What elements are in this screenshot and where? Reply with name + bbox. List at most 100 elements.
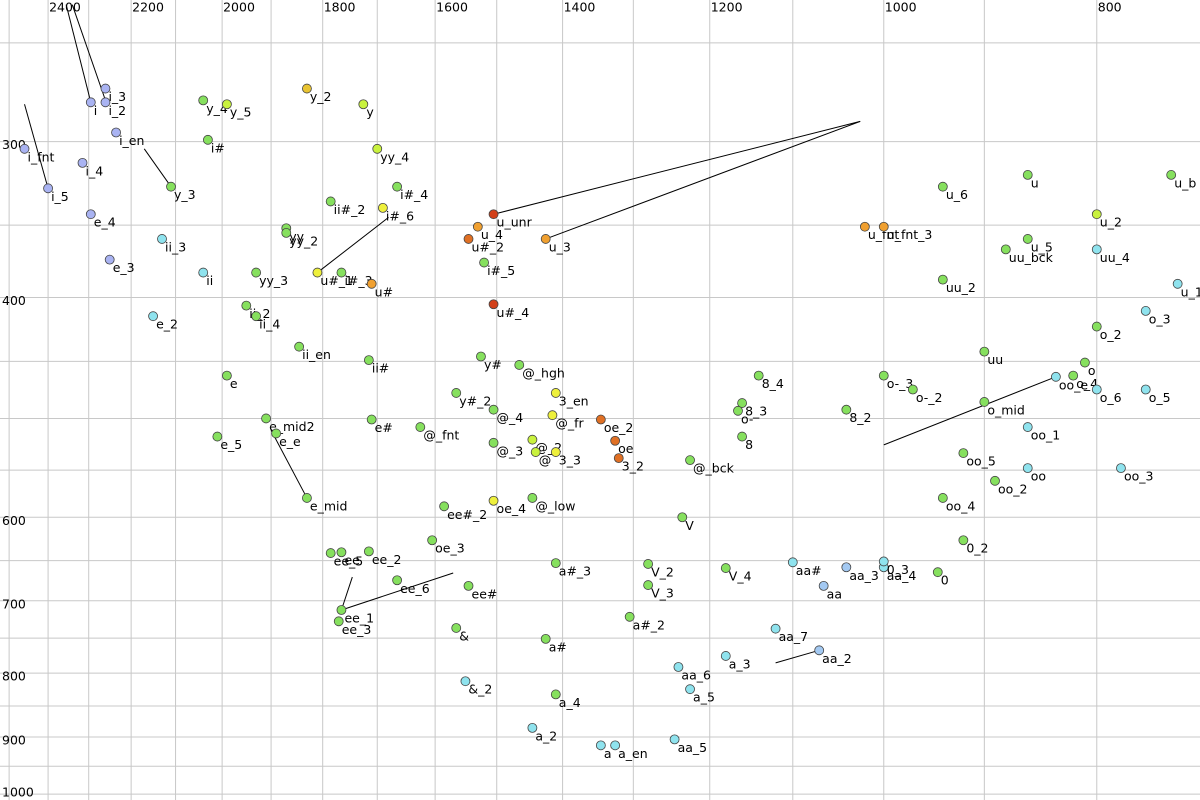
vowel-point: [937, 274, 948, 285]
vowel-point: [859, 221, 870, 232]
vowel-point: [366, 278, 377, 289]
vowel-point: [100, 97, 111, 108]
vowel-point: [550, 689, 561, 700]
vowel-point: [613, 453, 624, 464]
vowel-label: yy_4: [380, 149, 409, 164]
vowel-label: @_3: [497, 443, 524, 458]
vowel-label: V_3: [651, 586, 674, 601]
vowel-label: i_4: [86, 163, 104, 178]
vowel-label: @: [539, 453, 552, 468]
vowel-label: V: [685, 518, 694, 533]
vowel-point: [294, 341, 305, 352]
vowel-label: oo: [1031, 469, 1046, 484]
vowel-label: e_5: [220, 437, 242, 452]
vowel-label: ii_en: [302, 347, 331, 362]
vowel-label: a_2: [535, 728, 557, 743]
vowel-point: [937, 493, 948, 503]
vowel-point: [540, 633, 551, 644]
vowel-label: i#_3: [344, 273, 372, 288]
vowel-point: [1022, 234, 1033, 244]
vowel-label: oo_1: [1031, 428, 1061, 443]
vowel-point: [1140, 306, 1151, 316]
vowel-point: [451, 388, 462, 398]
vowel-label: u_unr: [497, 215, 533, 230]
x-tick-label: 1800: [324, 0, 356, 15]
vowel-label: a#_2: [633, 617, 665, 632]
vowel-point: [302, 493, 312, 503]
vowel-label: a_en: [618, 746, 648, 761]
vowel-label: i#_5: [487, 263, 515, 278]
vowel-label: e_e: [279, 434, 301, 449]
vowel-label: u#_2: [472, 239, 505, 254]
vowel-label: u_4: [481, 227, 503, 242]
vowel-point: [415, 422, 426, 432]
vowel-point: [100, 83, 111, 94]
vowel-label: y_5: [230, 105, 252, 120]
vowel-label: aa_2: [822, 651, 852, 666]
vowel-label: a_4: [559, 695, 581, 710]
vowel-point: [241, 300, 252, 311]
vowel-label: 8_4: [762, 376, 784, 391]
vowel-point: [488, 437, 499, 448]
vowel-label: y: [366, 105, 374, 120]
vowel-label: e#: [375, 420, 393, 435]
vowel-label: ee_3: [342, 622, 372, 637]
vowel-label: o_2: [1100, 327, 1122, 342]
vowel-point: [281, 227, 292, 238]
vowel-label: ee: [344, 553, 360, 568]
vowel-point: [104, 254, 115, 265]
vowel-label: a_3: [729, 656, 751, 671]
vowel-label: u_fnt: [868, 227, 899, 242]
vowel-label: i_en: [119, 133, 144, 148]
vowel-point: [540, 234, 551, 244]
vowel-point: [336, 267, 347, 278]
vowel-label: e: [230, 376, 238, 391]
vowel-point: [198, 267, 209, 278]
vowel-label: yy: [289, 229, 304, 244]
vowel-label: u#_1: [320, 273, 353, 288]
vowel-point: [427, 535, 438, 546]
vowel-label: 0_3: [887, 562, 909, 577]
vowel-point: [720, 563, 731, 573]
trajectory-line: [24, 104, 49, 189]
vowel-label: oo_4: [946, 498, 976, 513]
x-tick-label: 800: [1098, 0, 1122, 15]
vowel-point: [527, 722, 538, 733]
vowel-label: @_fnt: [423, 428, 459, 443]
vowel-point: [527, 434, 538, 445]
vowel-label: i_2: [108, 103, 126, 118]
vowel-label: 0: [941, 573, 949, 588]
vowel-point: [1050, 371, 1061, 382]
vowel-label: ee_6: [400, 581, 430, 596]
vowel-label: y_2: [310, 89, 332, 104]
vowel-label: u_5: [1031, 239, 1053, 254]
x-tick-label: 2200: [132, 0, 164, 15]
vowel-point: [77, 157, 88, 168]
trajectory-line: [341, 572, 454, 611]
vowel-label: aa_3: [849, 568, 879, 583]
vowel-label: o_mid: [987, 402, 1024, 417]
vowel-point: [1172, 278, 1183, 289]
trajectory-line: [883, 376, 1057, 446]
vowel-point: [737, 398, 747, 408]
vowel-point: [932, 567, 943, 578]
vowel-label: i#: [211, 140, 225, 155]
vowel-label: @_low: [535, 498, 575, 513]
vowel-label: i#_6: [386, 208, 414, 223]
vowel-label: oo_3: [1124, 469, 1154, 484]
vowel-label: i_3: [108, 89, 126, 104]
vowel-point: [212, 431, 223, 442]
vowel-point: [85, 97, 96, 108]
vowel-point: [550, 558, 561, 569]
vowel-label: 8_2: [849, 410, 871, 425]
vowel-point: [753, 370, 764, 381]
vowel-label: aa_7: [779, 629, 809, 644]
vowel-label: i: [94, 103, 97, 118]
y-tick-label: 800: [2, 669, 26, 684]
vowel-label: i#_4: [400, 187, 428, 202]
trajectory-line: [317, 216, 389, 273]
vowel-label: aa#: [796, 563, 822, 578]
vowel-point: [488, 404, 499, 415]
vowel-point: [550, 388, 561, 398]
